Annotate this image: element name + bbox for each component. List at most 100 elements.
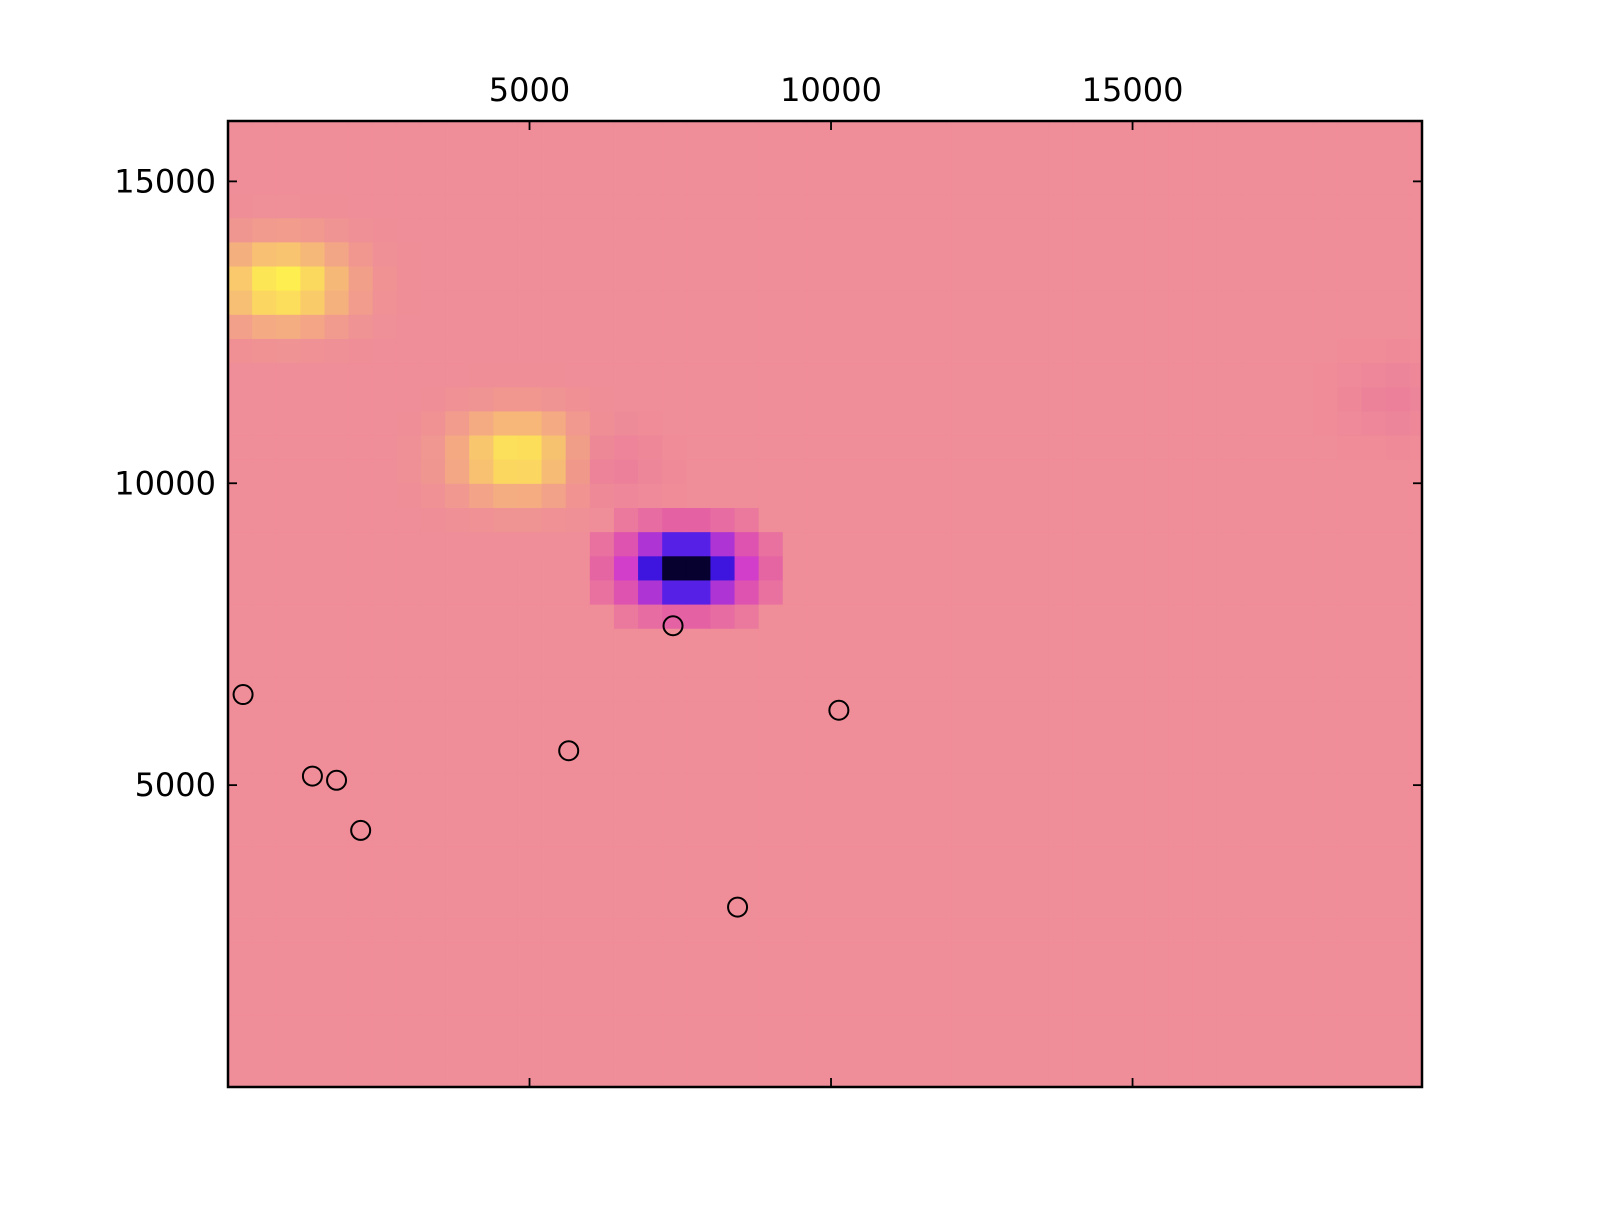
heatmap-cell-327 xyxy=(879,917,904,943)
heatmap-cell-30 xyxy=(951,1062,977,1088)
heatmap-cell-1556 xyxy=(372,314,398,339)
heatmap-cell-1795 xyxy=(1313,217,1339,243)
heatmap-cell-19 xyxy=(686,1062,712,1088)
heatmap-cell-925 xyxy=(831,628,856,653)
heatmap-cell-983 xyxy=(1024,604,1049,629)
heatmap-cell-706 xyxy=(372,724,398,750)
heatmap-cell-1528 xyxy=(903,338,929,364)
heatmap-cell-1632 xyxy=(999,290,1025,315)
heatmap-cell-225 xyxy=(831,966,856,991)
heatmap-cell-1137 xyxy=(1120,531,1146,557)
heatmap-cell-161 xyxy=(493,990,519,1016)
heatmap-cell-976 xyxy=(855,604,880,629)
heatmap-cell-26 xyxy=(855,1062,880,1088)
heatmap-cell-1409 xyxy=(445,386,470,412)
heatmap-cell-1706 xyxy=(372,241,398,267)
heatmap-cell-1555 xyxy=(348,314,374,339)
heatmap-cell-837 xyxy=(1120,676,1146,702)
heatmap-cell-948 xyxy=(1385,628,1411,653)
heatmap-cell-962 xyxy=(517,604,543,629)
heatmap-cell-1714 xyxy=(565,241,591,267)
heatmap-cell-885 xyxy=(1072,652,1097,678)
heatmap-cell-1460 xyxy=(469,362,494,388)
heatmap-cell-1006 xyxy=(372,579,398,605)
heatmap-cell-1440 xyxy=(1192,386,1218,412)
heatmap-cell-1258 xyxy=(420,459,446,484)
heatmap-cell-479 xyxy=(927,845,953,871)
heatmap-cell-1395 xyxy=(1313,410,1339,436)
heatmap-cell-1831 xyxy=(975,193,1001,219)
heatmap-cell-1978 xyxy=(903,121,929,146)
heatmap-cell-1295 xyxy=(1313,459,1339,484)
heatmap-cell-857 xyxy=(396,652,422,678)
heatmap-cell-591 xyxy=(1216,797,1242,822)
heatmap-cell-672 xyxy=(758,748,784,774)
heatmap-cell-1080 xyxy=(951,555,977,581)
heatmap-cell-701 xyxy=(252,724,277,750)
heatmap-cell-1680 xyxy=(951,265,977,291)
heatmap-cell-380 xyxy=(951,893,977,919)
heatmap-cell-556 xyxy=(372,797,398,822)
heatmap-cell-1918 xyxy=(662,145,687,170)
heatmap-cell-1226 xyxy=(855,483,880,508)
heatmap-cell-1561 xyxy=(493,314,519,339)
heatmap-cell-698 xyxy=(1385,748,1411,774)
heatmap-cell-1047 xyxy=(1361,579,1387,605)
heatmap-cell-1438 xyxy=(1144,386,1170,412)
heatmap-cell-107 xyxy=(396,1014,422,1040)
heatmap-cell-1739 xyxy=(1168,241,1194,267)
heatmap-cell-1968 xyxy=(662,121,687,146)
scatter-point-6 xyxy=(727,896,749,918)
heatmap-cell-1066 xyxy=(613,555,639,581)
heatmap-cell-810 xyxy=(469,676,494,702)
heatmap-cell-140 xyxy=(1192,1014,1218,1040)
heatmap-cell-1995 xyxy=(1313,121,1339,146)
heatmap-cell-1348 xyxy=(1385,434,1411,460)
heatmap-cell-1922 xyxy=(758,145,784,170)
heatmap-cell-142 xyxy=(1241,1014,1266,1040)
heatmap-cell-383 xyxy=(1024,893,1049,919)
heatmap-cell-58 xyxy=(420,1038,446,1064)
heatmap-cell-594 xyxy=(1289,797,1315,822)
heatmap-cell-1699 xyxy=(1409,265,1423,291)
heatmap-cell-1509 xyxy=(445,338,470,364)
heatmap-cell-1756 xyxy=(372,217,398,243)
heatmap-cell-1514 xyxy=(565,338,591,364)
heatmap-cell-1961 xyxy=(493,121,519,146)
heatmap-cell-100 xyxy=(228,1014,253,1040)
heatmap-cell-671 xyxy=(734,748,760,774)
heatmap-cell-203 xyxy=(300,966,326,991)
heatmap-cell-1792 xyxy=(1241,217,1266,243)
heatmap-cell-1536 xyxy=(1096,338,1122,364)
heatmap-cell-1570 xyxy=(710,314,736,339)
heatmap-cell-456 xyxy=(372,845,398,871)
heatmap-cell-1660 xyxy=(469,265,494,291)
heatmap-cell-627 xyxy=(879,773,904,798)
heatmap-cell-570 xyxy=(710,797,736,822)
heatmap-cell-1661 xyxy=(493,265,519,291)
heatmap-cell-870 xyxy=(710,652,736,678)
heatmap-cell-96 xyxy=(1337,1038,1363,1064)
heatmap-cell-125 xyxy=(831,1014,856,1040)
heatmap-cell-1415 xyxy=(589,386,615,412)
heatmap-cell-1608 xyxy=(420,290,446,315)
heatmap-cell-1628 xyxy=(903,290,929,315)
heatmap-cell-1774 xyxy=(806,217,832,243)
heatmap-cell-522 xyxy=(758,821,784,847)
heatmap-cell-1506 xyxy=(372,338,398,364)
heatmap-cell-946 xyxy=(1337,628,1363,653)
heatmap-cell-954 xyxy=(324,604,350,629)
heatmap-cell-1635 xyxy=(1072,290,1097,315)
heatmap-cell-1889 xyxy=(1168,169,1194,195)
heatmap-cell-1623 xyxy=(782,290,808,315)
heatmap-cell-834 xyxy=(1048,676,1073,702)
heatmap-cell-137 xyxy=(1120,1014,1146,1040)
heatmap-cell-1391 xyxy=(1216,410,1242,436)
heatmap-cell-1105 xyxy=(348,531,374,557)
heatmap-cell-425 xyxy=(831,869,856,895)
heatmap-cell-1344 xyxy=(1289,434,1315,460)
heatmap-cell-849 xyxy=(1409,676,1423,702)
heatmap-cell-1332 xyxy=(999,434,1025,460)
heatmap-cell-998 xyxy=(1385,604,1411,629)
heatmap-cell-211 xyxy=(493,966,519,991)
